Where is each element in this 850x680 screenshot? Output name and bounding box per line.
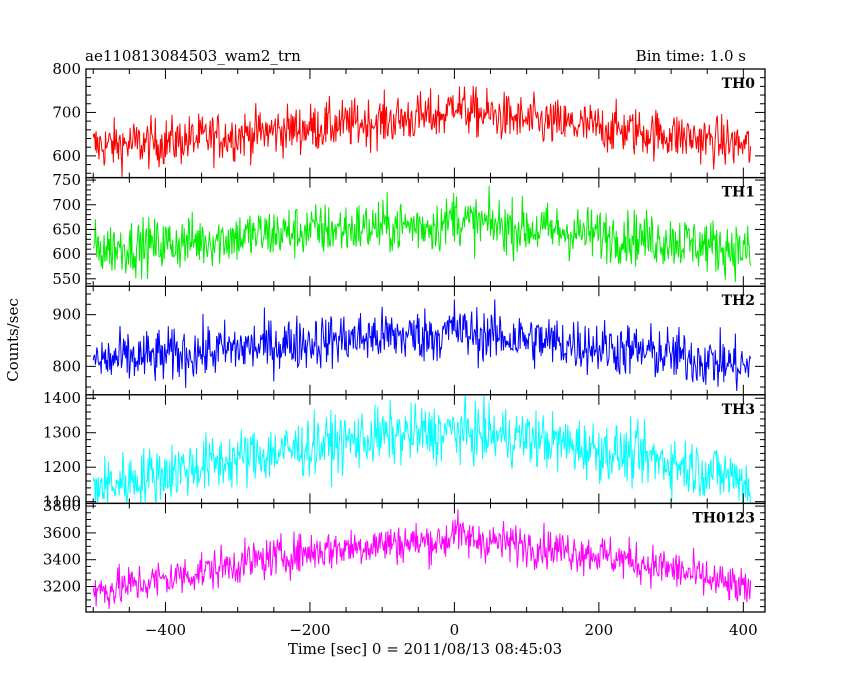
series-line-th0123: [92, 509, 752, 610]
x-axis-label: Time [sec] 0 = 2011/08/13 08:45:03: [288, 640, 562, 658]
series-line-th0: [92, 85, 752, 177]
panel-label-th3: TH3: [722, 402, 755, 418]
panels-group: 600 700 800 TH0 550 600 650 700 750 TH1 800 900 TH2 1…: [43, 60, 766, 639]
y-tick-label-th0123: 3800: [43, 497, 81, 515]
bin-time-label: Bin time: 1.0 s: [636, 47, 746, 65]
y-tick-label-th1: 700: [52, 196, 81, 214]
panel-frame-th2: [85, 285, 766, 396]
y-tick-label-th1: 750: [52, 171, 81, 189]
y-tick-label-th1: 650: [52, 220, 81, 238]
panel-label-th0123: TH0123: [692, 510, 755, 526]
series-line-th2: [92, 299, 752, 392]
y-tick-label-th1: 600: [52, 245, 81, 263]
x-tick-label: 200: [585, 621, 614, 639]
chart-title: ae110813084503_wam2_trn: [85, 47, 301, 65]
x-tick-label: −200: [289, 621, 330, 639]
x-tick-label: 0: [450, 621, 460, 639]
y-tick-label-th1: 550: [52, 270, 81, 288]
y-tick-label-th0: 800: [52, 60, 81, 78]
y-tick-label-th0123: 3600: [43, 524, 81, 542]
x-tick-label: 400: [729, 621, 758, 639]
panel-label-th0: TH0: [722, 76, 756, 92]
panel-frame-th0: [85, 68, 766, 179]
series-line-th3: [92, 394, 752, 504]
series-line-th1: [92, 185, 752, 283]
y-tick-label-th2: 800: [52, 357, 81, 375]
y-tick-label-th0: 700: [52, 103, 81, 121]
y-tick-label-th3: 1100: [43, 493, 81, 511]
panel-label-th2: TH2: [722, 293, 755, 309]
y-tick-label-th2: 900: [52, 306, 81, 324]
y-tick-label-th3: 1400: [43, 389, 81, 407]
panel-frame-th0123: [85, 502, 766, 613]
y-tick-label-th3: 1300: [43, 424, 81, 442]
y-tick-label-th0123: 3200: [43, 578, 81, 596]
y-tick-label-th3: 1200: [43, 458, 81, 476]
y-tick-label-th0: 600: [52, 147, 81, 165]
x-tick-label: −400: [145, 621, 186, 639]
panel-label-th1: TH1: [722, 185, 755, 201]
y-axis-label: Counts/sec: [4, 298, 22, 382]
y-tick-label-th0123: 3400: [43, 551, 81, 569]
